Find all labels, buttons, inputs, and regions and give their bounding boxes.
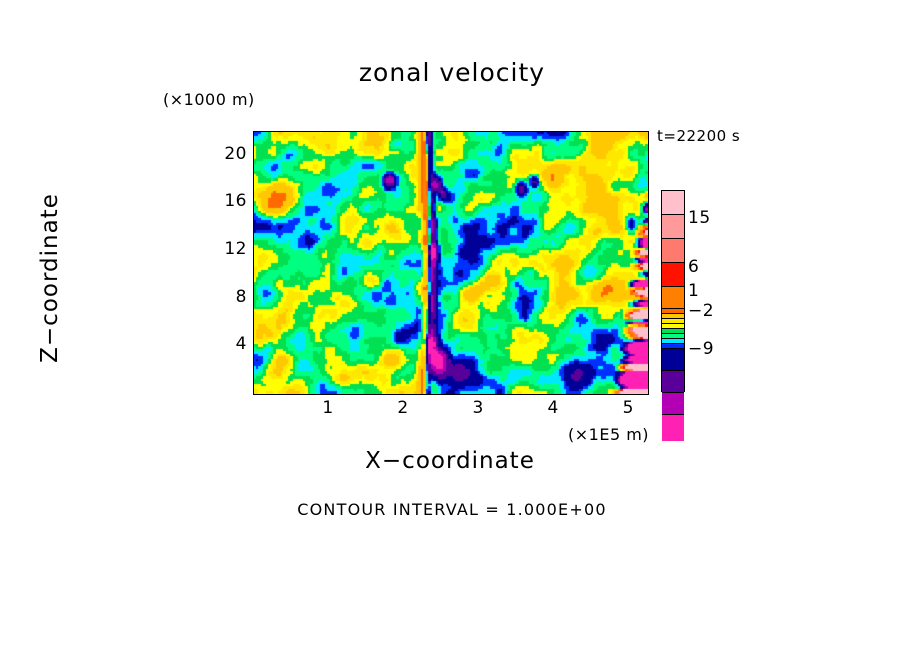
x-tick-label: 1 <box>322 398 334 418</box>
contour-field-canvas <box>254 132 648 394</box>
colorbar-band <box>662 415 684 441</box>
contour-interval-text: CONTOUR INTERVAL = 1.000E+00 <box>297 500 607 519</box>
colorbar-band <box>662 287 684 309</box>
colorbar-band <box>662 314 684 319</box>
colorbar-band <box>662 339 684 344</box>
colorbar-band <box>662 349 684 371</box>
colorbar-tick-label: 15 <box>688 208 711 228</box>
y-tick-label: 4 <box>235 334 247 355</box>
colorbar-tick-label: 1 <box>688 281 700 301</box>
colorbar-band <box>662 263 684 287</box>
time-annotation: t=22200 s <box>657 127 741 145</box>
x-tick-label: 5 <box>622 398 634 418</box>
colorbar-band <box>662 334 684 339</box>
colorbar-band <box>662 309 684 314</box>
y-axis-unit-label: (×1000 m) <box>163 90 255 109</box>
y-tick-label: 16 <box>224 191 247 212</box>
colorbar-tick-label: −9 <box>688 339 715 359</box>
colorbar-band <box>662 215 684 239</box>
colorbar-labels: 15 6 1 −2 −9 <box>688 0 748 654</box>
colorbar-band <box>662 329 684 334</box>
colorbar-band <box>662 191 684 215</box>
x-axis-ticks: 1 2 3 4 5 <box>253 398 647 424</box>
page-title: zonal velocity <box>358 58 546 87</box>
x-tick-label: 4 <box>547 398 559 418</box>
colorbar-band <box>662 344 684 349</box>
colorbar-tick-label: −2 <box>688 301 715 321</box>
x-axis-label: X−coordinate <box>365 448 535 474</box>
contour-plot-area <box>253 131 649 395</box>
y-tick-label: 12 <box>224 239 247 260</box>
x-axis-unit-label: (×1E5 m) <box>568 425 650 444</box>
colorbar-band <box>662 324 684 329</box>
x-tick-label: 2 <box>397 398 409 418</box>
y-axis-label: Z−coordinate <box>37 193 63 363</box>
colorbar-band <box>662 319 684 324</box>
y-axis-ticks: 20 16 12 8 4 <box>205 0 247 654</box>
colorbar-band <box>662 393 684 415</box>
y-tick-label: 20 <box>224 143 247 164</box>
colorbar-band <box>662 371 684 393</box>
colorbar <box>661 190 685 441</box>
y-tick-label: 8 <box>235 286 247 307</box>
colorbar-tick-label: 6 <box>688 257 700 277</box>
colorbar-band <box>662 239 684 263</box>
x-tick-label: 3 <box>472 398 484 418</box>
